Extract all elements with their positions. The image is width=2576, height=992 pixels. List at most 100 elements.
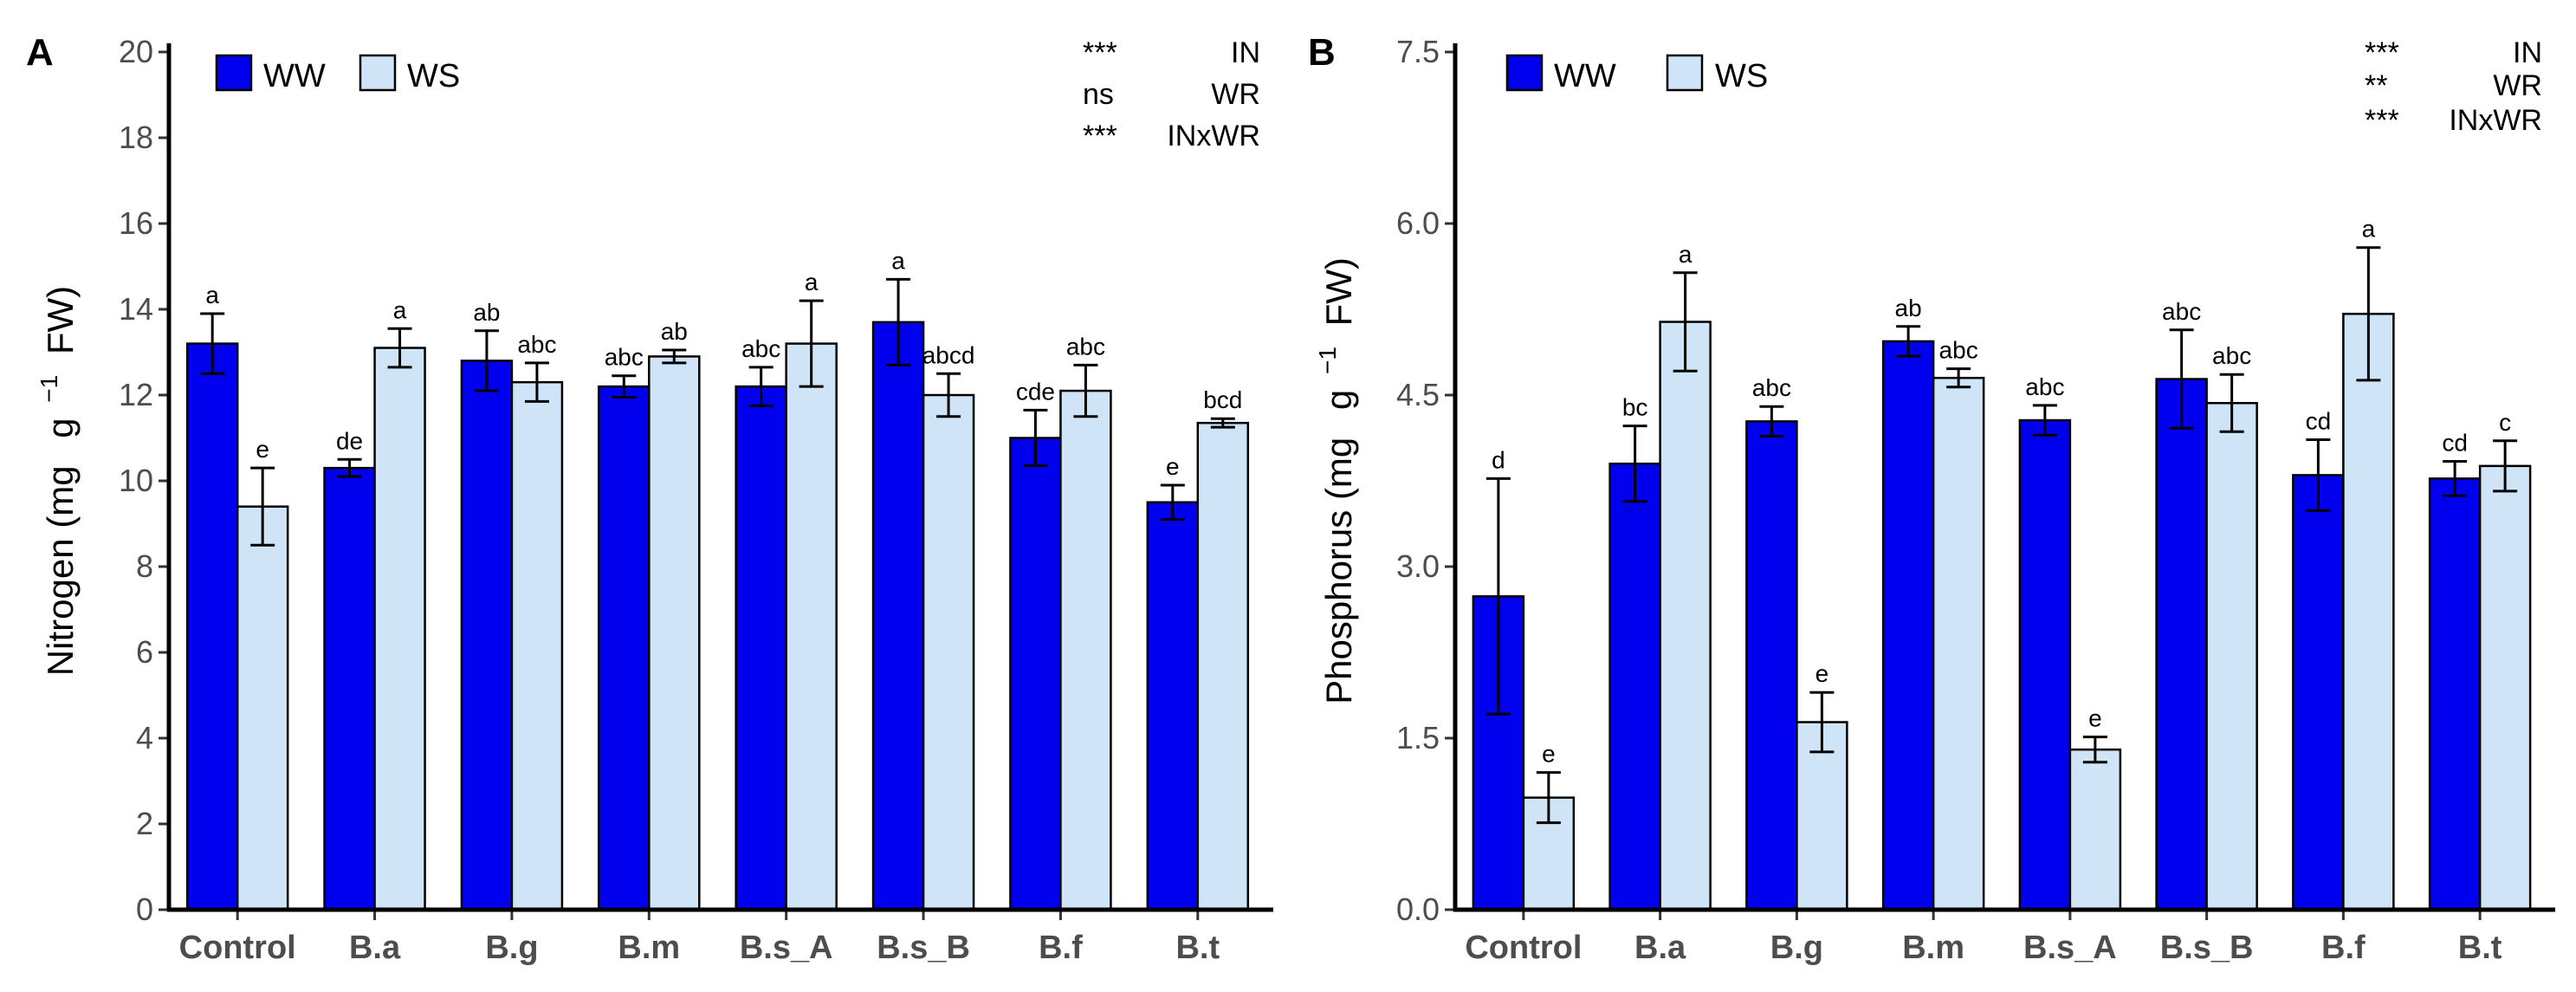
y-tick-label: 20 [119, 34, 153, 69]
significance-letter: e [1166, 453, 1180, 480]
significance-letter: a [2362, 216, 2376, 243]
y-tick-label: 14 [119, 291, 153, 327]
sig-stars-in: *** [1083, 36, 1117, 69]
panel-nitrogen: A Nitrogen (mg g −1 FW) WW WS *** IN ns … [24, 31, 1273, 966]
bar-ws [2342, 313, 2395, 911]
bar-ws [510, 380, 564, 911]
bar-ww [1009, 437, 1062, 911]
bar-ww [1745, 420, 1798, 911]
significance-letter: e [1542, 741, 1556, 768]
significance-letter: abc [2162, 298, 2201, 325]
y-tick-label: 0.0 [1396, 892, 1440, 927]
x-tick-label: B.f [1039, 930, 1083, 966]
y-tick-label: 2 [136, 806, 153, 841]
y-tick-label: 12 [119, 377, 153, 412]
y-tick-label: 18 [119, 120, 153, 155]
bar-ww [2292, 474, 2345, 911]
bar-ws [2205, 401, 2258, 911]
svg-text:Phosphorus (mg g: Phosphorus (mg g −1 FW) [1303, 257, 1359, 704]
bar-ws [236, 505, 289, 911]
significance-letter: abc [2212, 342, 2251, 369]
sig-term-inxwr: INxWR [1167, 120, 1260, 152]
bar-ws [1659, 321, 1712, 911]
significance-letter: e [1815, 660, 1829, 687]
sig-stars-wr: ** [2365, 69, 2387, 102]
y-axis-title-end: FW) [1318, 257, 1359, 326]
significance-letter: abcd [922, 341, 975, 368]
y-tick-label: 4.5 [1396, 377, 1440, 412]
significance-letter: d [1492, 446, 1505, 473]
x-tick-label: B.a [1634, 930, 1686, 966]
y-tick-label: 0 [136, 892, 153, 927]
significance-letter: bc [1622, 394, 1648, 421]
x-tick-label: B.s_A [2023, 930, 2117, 966]
sig-stars-wr: ns [1083, 78, 1114, 111]
legend-swatch-ws [1666, 54, 1704, 92]
significance-letter: a [805, 269, 819, 295]
legend-label-ws: WS [1715, 58, 1768, 94]
y-tick-label: 16 [119, 205, 153, 241]
bar-ww [323, 466, 376, 911]
significance-letter: e [256, 436, 269, 463]
svg-text:Nitrogen (mg g: Nitrogen (mg g −1 FW) [24, 286, 81, 676]
legend-swatch-ws [359, 54, 397, 92]
y-tick-label: 6 [136, 634, 153, 670]
significance-legend: *** IN ** WR *** INxWR [2365, 36, 2542, 137]
bar-ws [1059, 389, 1112, 911]
x-tick-label: B.s_B [877, 930, 970, 966]
x-tick-label: Control [179, 930, 296, 966]
sig-term-inxwr: INxWR [2449, 104, 2542, 137]
y-tick-label: 8 [136, 548, 153, 584]
bar-ww [185, 342, 239, 911]
y-tick-label: 7.5 [1396, 34, 1440, 69]
bar-ww [2428, 477, 2482, 911]
bar-ww [1608, 462, 1661, 911]
y-tick-label: 4 [136, 720, 153, 755]
y-axis-title-phosphorus: Phosphorus (mg g −1 FW) [1303, 257, 1359, 704]
legend-label-ww: WW [1554, 58, 1616, 94]
significance-letter: abc [741, 335, 780, 362]
significance-letter: a [1679, 241, 1693, 268]
bar-ws [1932, 376, 1985, 911]
bar-ww [1146, 501, 1200, 911]
bar-ww [2155, 378, 2208, 911]
panel-letter-b: B [1308, 31, 1336, 74]
plot-area: 02468101214161820aeControldeaB.aababcB.g… [119, 34, 1273, 966]
significance-letter: abc [605, 344, 644, 371]
bar-ww [871, 321, 925, 911]
y-tick-label: 10 [119, 463, 153, 498]
bar-ws [648, 355, 701, 911]
bar-ws [1196, 421, 1250, 911]
panel-phosphorus: B Phosphorus (mg g −1 FW) WW WS *** IN *… [1303, 31, 2555, 966]
legend: WW WS [1505, 54, 1768, 94]
significance-letter: abc [2025, 373, 2064, 400]
x-tick-label: Control [1465, 930, 1582, 966]
significance-letter: c [2499, 409, 2511, 436]
significance-letter: abc [1066, 333, 1105, 360]
sig-term-wr: WR [2493, 69, 2542, 102]
significance-letter: bcd [1203, 386, 1242, 413]
x-tick-label: B.f [2321, 930, 2366, 966]
significance-letter: a [393, 296, 407, 323]
sig-stars-in: *** [2365, 36, 2399, 69]
x-tick-label: B.t [2458, 930, 2502, 966]
bar-ws [785, 342, 838, 911]
y-axis-title-superscript: −1 [36, 375, 62, 403]
bar-ws [373, 347, 426, 911]
x-tick-label: B.m [618, 930, 680, 966]
bar-ww [1881, 340, 1935, 911]
bar-ws [2478, 464, 2532, 911]
plot-area: 0.01.53.04.56.07.5deControlbcaB.aabceB.g… [1396, 34, 2555, 966]
y-axis-title-unit: g [1318, 390, 1359, 410]
significance-letter: a [205, 282, 219, 308]
bar-ww [598, 385, 650, 911]
significance-legend: *** IN ns WR *** INxWR [1083, 36, 1260, 152]
y-tick-label: 1.5 [1396, 720, 1440, 755]
bar-ww [460, 360, 514, 911]
y-axis-title-end: FW) [40, 286, 81, 354]
significance-letter: abc [1939, 337, 1978, 364]
x-tick-label: B.t [1175, 930, 1220, 966]
x-tick-label: B.s_A [740, 930, 833, 966]
significance-letter: de [336, 427, 363, 454]
sig-term-in: IN [2513, 36, 2542, 69]
